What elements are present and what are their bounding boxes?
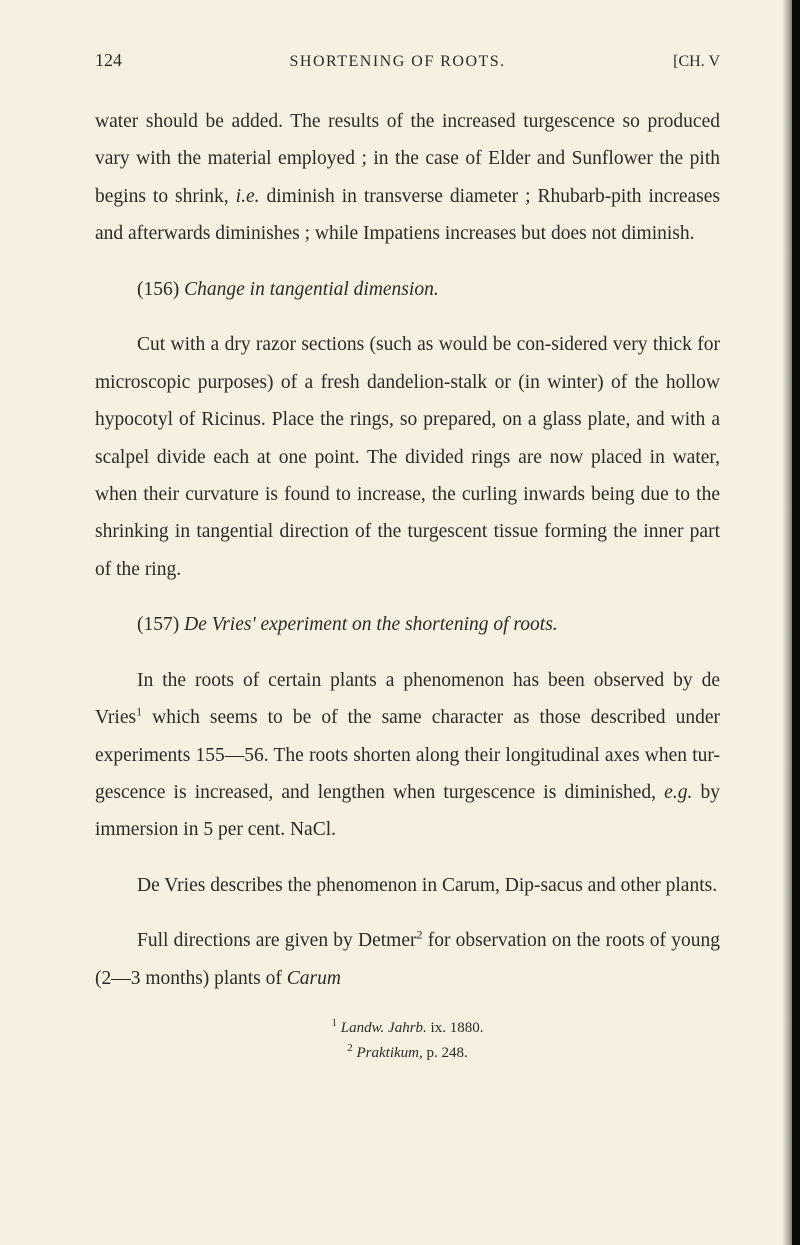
footnote-number: 2 — [347, 1042, 353, 1054]
text-span: ix. 1880. — [427, 1020, 484, 1036]
text-span: which seems to be of the same character … — [95, 707, 720, 803]
footnotes-block: 1 Landw. Jahrb. ix. 1880. 2 Praktikum, p… — [95, 1015, 720, 1065]
paragraph-3: In the roots of certain plants a phenome… — [95, 662, 720, 849]
paragraph-1: water should be added. The results of th… — [95, 103, 720, 253]
section-heading-157: (157) De Vries' experiment on the shorte… — [95, 606, 720, 643]
page-number: 124 — [95, 50, 122, 71]
running-title: SHORTENING OF ROOTS. — [290, 53, 506, 71]
italic-taxon: Carum — [287, 968, 341, 989]
chapter-reference: [CH. V — [673, 53, 720, 71]
italic-abbrev: i.e. — [236, 186, 260, 207]
section-title: Change in tangential dimension. — [184, 279, 439, 300]
paragraph-5: Full directions are given by Detmer2 for… — [95, 922, 720, 997]
italic-abbrev: e.g. — [664, 782, 692, 803]
footnote-citation: Landw. Jahrb. — [341, 1020, 427, 1036]
section-number: (156) — [137, 279, 184, 300]
text-span: Cut with a dry razor sections (such as w… — [95, 334, 720, 580]
text-span: p. 248. — [423, 1045, 468, 1061]
footnote-2: 2 Praktikum, p. 248. — [95, 1040, 720, 1065]
section-number: (157) — [137, 614, 184, 635]
page-edge-dark — [792, 0, 800, 1245]
text-span: De Vries describes the phenomenon in Car… — [137, 875, 717, 896]
section-title: De Vries' experiment on the shortening o… — [184, 614, 558, 635]
paragraph-4: De Vries describes the phenomenon in Car… — [95, 867, 720, 904]
footnote-1: 1 Landw. Jahrb. ix. 1880. — [95, 1015, 720, 1040]
page-header: 124 SHORTENING OF ROOTS. [CH. V — [95, 50, 720, 71]
section-heading-156: (156) Change in tangential dimension. — [95, 271, 720, 308]
text-span: Full directions are given by Detmer — [137, 930, 416, 951]
footnote-citation: Praktikum, — [357, 1045, 423, 1061]
paragraph-2: Cut with a dry razor sections (such as w… — [95, 326, 720, 588]
